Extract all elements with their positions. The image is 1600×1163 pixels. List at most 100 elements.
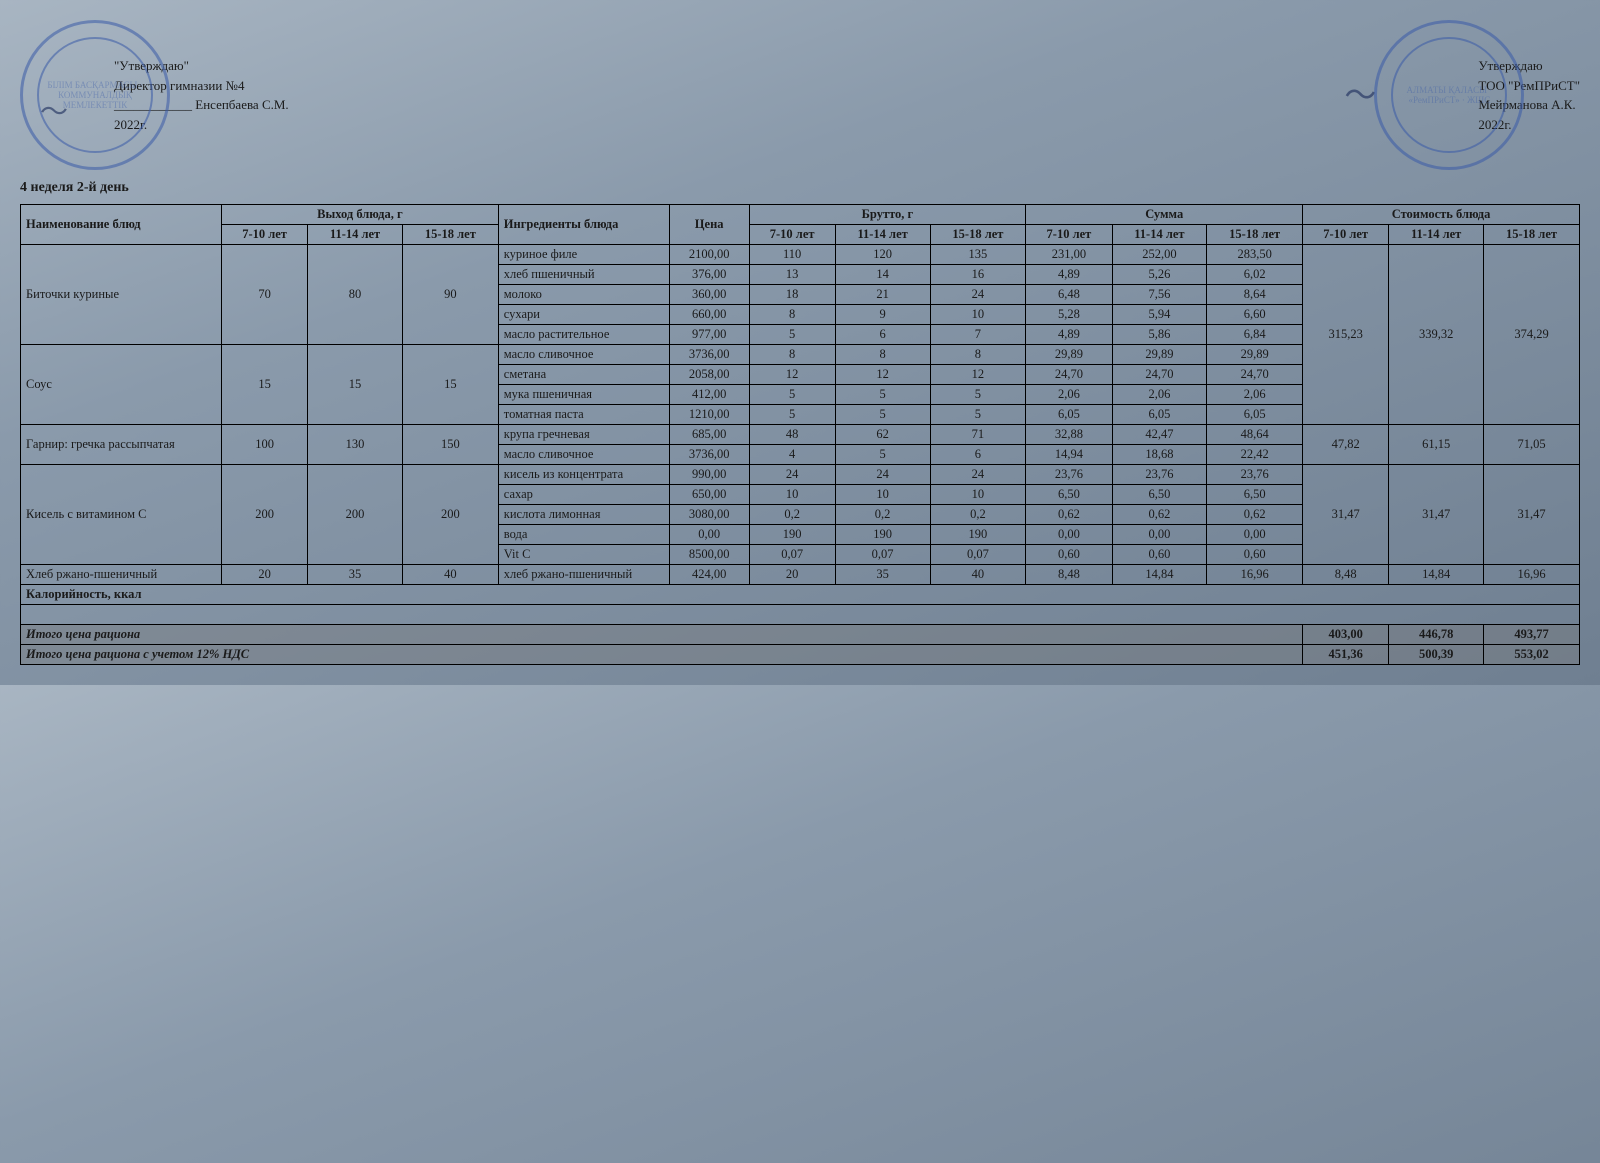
th-age: 15-18 лет [1484, 225, 1580, 245]
brutto: 5 [835, 445, 930, 465]
sum: 14,94 [1026, 445, 1112, 465]
sum: 0,60 [1026, 545, 1112, 565]
sum: 2,06 [1207, 385, 1303, 405]
price: 0,00 [669, 525, 749, 545]
sum: 6,50 [1026, 485, 1112, 505]
brutto: 4 [749, 445, 835, 465]
price: 424,00 [669, 565, 749, 585]
brutto: 190 [930, 525, 1026, 545]
th-age: 11-14 лет [1112, 225, 1207, 245]
brutto: 71 [930, 425, 1026, 445]
sum: 0,00 [1026, 525, 1112, 545]
th-age: 11-14 лет [308, 225, 403, 245]
dish-cost: 374,29 [1484, 245, 1580, 425]
dish-cost: 16,96 [1484, 565, 1580, 585]
brutto: 12 [835, 365, 930, 385]
brutto: 6 [930, 445, 1026, 465]
price: 8500,00 [669, 545, 749, 565]
brutto: 6 [835, 325, 930, 345]
brutto: 16 [930, 265, 1026, 285]
total-value: 446,78 [1389, 625, 1484, 645]
brutto: 10 [930, 485, 1026, 505]
total-value: 403,00 [1303, 625, 1389, 645]
menu-table: Наименование блюд Выход блюда, г Ингреди… [20, 204, 1580, 665]
table-row: Кисель с витамином С200200200кисель из к… [21, 465, 1580, 485]
sum: 231,00 [1026, 245, 1112, 265]
th-yield: Выход блюда, г [222, 205, 499, 225]
sum: 6,05 [1207, 405, 1303, 425]
brutto: 24 [749, 465, 835, 485]
yield: 20 [222, 565, 308, 585]
dish-cost: 315,23 [1303, 245, 1389, 425]
brutto: 12 [749, 365, 835, 385]
th-age: 15-18 лет [402, 225, 498, 245]
yield: 15 [308, 345, 403, 425]
sum: 252,00 [1112, 245, 1207, 265]
th-age: 15-18 лет [1207, 225, 1303, 245]
sum: 23,76 [1026, 465, 1112, 485]
ingredient: масло сливочное [498, 345, 669, 365]
brutto: 24 [835, 465, 930, 485]
ingredient: крупа гречневая [498, 425, 669, 445]
sum: 283,50 [1207, 245, 1303, 265]
th-age: 7-10 лет [749, 225, 835, 245]
dish-cost: 31,47 [1389, 465, 1484, 565]
brutto: 135 [930, 245, 1026, 265]
sum: 48,64 [1207, 425, 1303, 445]
brutto: 12 [930, 365, 1026, 385]
dish-cost: 8,48 [1303, 565, 1389, 585]
sum: 6,05 [1112, 405, 1207, 425]
approval-header: БІЛІМ БАСҚАРМАСЫ · КОММУНАЛДЫҚ МЕМЛЕКЕТТ… [20, 20, 1580, 170]
table-body: Биточки куриные708090куриное филе2100,00… [21, 245, 1580, 665]
th-age: 7-10 лет [222, 225, 308, 245]
sum: 7,56 [1112, 285, 1207, 305]
dish-name: Биточки куриные [21, 245, 222, 345]
total-row: Итого цена рациона с учетом 12% НДС451,3… [21, 645, 1580, 665]
ingredient: мука пшеничная [498, 385, 669, 405]
brutto: 14 [835, 265, 930, 285]
brutto: 13 [749, 265, 835, 285]
th-dish: Наименование блюд [21, 205, 222, 245]
spacer-row [21, 605, 1580, 625]
sum: 0,00 [1207, 525, 1303, 545]
sum: 2,06 [1112, 385, 1207, 405]
dish-name: Гарнир: гречка рассыпчатая [21, 425, 222, 465]
total-label: Итого цена рациона [21, 625, 1303, 645]
ingredient: хлеб ржано-пшеничный [498, 565, 669, 585]
brutto: 10 [930, 305, 1026, 325]
spacer [21, 605, 1580, 625]
brutto: 7 [930, 325, 1026, 345]
sum: 0,00 [1112, 525, 1207, 545]
dish-cost: 339,32 [1389, 245, 1484, 425]
sum: 4,89 [1026, 325, 1112, 345]
price: 3736,00 [669, 345, 749, 365]
right-stamp: АЛМАТЫ ҚАЛАСЫ · «РемПРиСТ» · ЖШС [1374, 20, 1524, 170]
th-brutto: Брутто, г [749, 205, 1026, 225]
total-value: 451,36 [1303, 645, 1389, 665]
sum: 6,50 [1112, 485, 1207, 505]
brutto: 24 [930, 285, 1026, 305]
left-stamp-text: БІЛІМ БАСҚАРМАСЫ · КОММУНАЛДЫҚ МЕМЛЕКЕТТ… [23, 80, 167, 110]
price: 1210,00 [669, 405, 749, 425]
yield: 70 [222, 245, 308, 345]
sum: 6,02 [1207, 265, 1303, 285]
ingredient: Vit C [498, 545, 669, 565]
dish-cost: 31,47 [1303, 465, 1389, 565]
brutto: 35 [835, 565, 930, 585]
sum: 0,60 [1112, 545, 1207, 565]
sum: 5,94 [1112, 305, 1207, 325]
ingredient: масло сливочное [498, 445, 669, 465]
sum: 22,42 [1207, 445, 1303, 465]
yield: 200 [222, 465, 308, 565]
brutto: 8 [835, 345, 930, 365]
sum: 6,84 [1207, 325, 1303, 345]
sum: 24,70 [1207, 365, 1303, 385]
sum: 6,60 [1207, 305, 1303, 325]
brutto: 24 [930, 465, 1026, 485]
brutto: 0,2 [930, 505, 1026, 525]
calorie-label: Калорийность, ккал [21, 585, 1580, 605]
brutto: 190 [749, 525, 835, 545]
brutto: 10 [749, 485, 835, 505]
ingredient: молоко [498, 285, 669, 305]
brutto: 5 [749, 325, 835, 345]
